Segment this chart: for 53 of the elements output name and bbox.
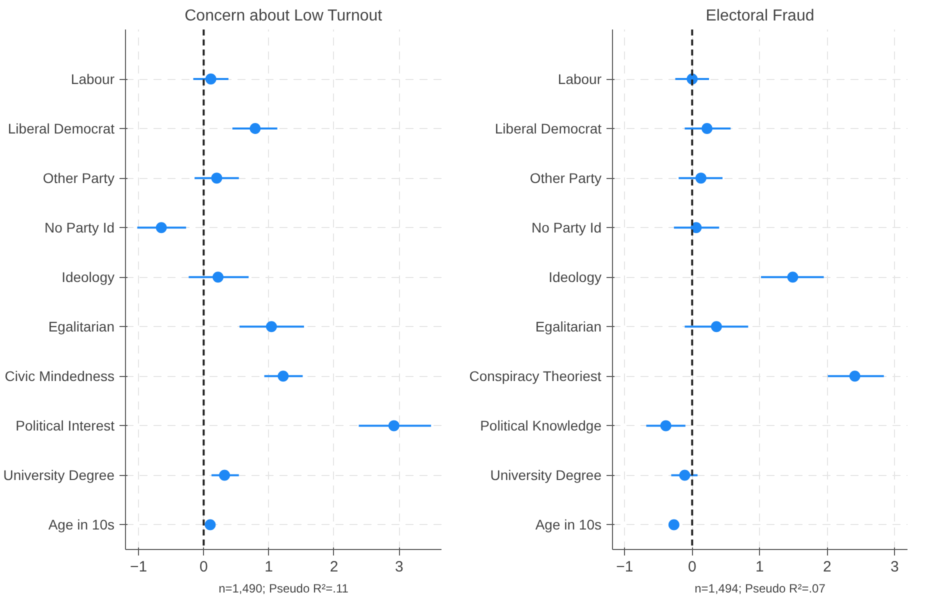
point bbox=[250, 123, 261, 134]
x-tick-label: 3 bbox=[890, 558, 899, 576]
point bbox=[695, 172, 706, 184]
point bbox=[690, 222, 702, 234]
point bbox=[212, 272, 224, 283]
point bbox=[211, 172, 222, 184]
x-tick-label: 2 bbox=[330, 558, 338, 576]
text: n=1,490; Pseudo R²=.11 bbox=[218, 582, 349, 596]
point bbox=[204, 519, 216, 530]
y-tick-label: Ideology bbox=[548, 269, 602, 286]
x-tick-label: 3 bbox=[394, 558, 404, 576]
y-tick-label: Other Party bbox=[42, 170, 115, 186]
y-tick-label: Labour bbox=[558, 71, 602, 88]
chart-title: Concern about Low Turnout bbox=[184, 8, 383, 24]
point bbox=[660, 420, 672, 432]
y-tick-label: Ideology bbox=[62, 269, 115, 286]
point bbox=[219, 470, 230, 481]
y-tick-label: Liberal Democrat bbox=[494, 120, 602, 137]
y-tick-label: Political Knowledge bbox=[480, 418, 602, 434]
point bbox=[205, 74, 216, 85]
y-tick-label: Civic Mindedness bbox=[4, 368, 115, 384]
y-tick-label: University Degree bbox=[490, 467, 602, 484]
y-tick-label: No Party Id bbox=[531, 220, 602, 236]
x-tick-label: 1 bbox=[264, 558, 274, 576]
point bbox=[702, 123, 713, 134]
point bbox=[156, 222, 167, 234]
chart-title: Electoral Fraud bbox=[706, 8, 814, 24]
x-tick-label: 0 bbox=[688, 558, 696, 576]
point bbox=[849, 370, 860, 382]
y-tick-label: Age in 10s bbox=[535, 516, 602, 533]
text: n=1,494; Pseudo R²=.07 bbox=[694, 582, 826, 596]
y-tick-label: Political Interest bbox=[16, 418, 115, 434]
point bbox=[710, 321, 722, 332]
x-tick-label: 2 bbox=[822, 558, 832, 576]
y-tick-label: Other Party bbox=[530, 170, 602, 186]
x-tick-label: 0 bbox=[200, 558, 208, 576]
point bbox=[278, 370, 289, 382]
y-tick-label: Egalitarian bbox=[48, 318, 115, 335]
y-tick-label: No Party Id bbox=[44, 220, 115, 236]
x-tick-label: −1 bbox=[130, 558, 148, 576]
x-tick-label: −1 bbox=[616, 558, 634, 576]
y-tick-label: Egalitarian bbox=[535, 318, 602, 335]
y-tick-label: Age in 10s bbox=[48, 516, 115, 533]
y-tick-label: Conspiracy Theoriest bbox=[469, 368, 602, 384]
point bbox=[668, 519, 680, 530]
y-tick-label: Labour bbox=[70, 71, 115, 88]
point bbox=[787, 272, 798, 283]
x-tick-label: 1 bbox=[755, 558, 764, 576]
point bbox=[679, 470, 690, 481]
y-tick-label: University Degree bbox=[3, 467, 115, 484]
y-tick-label: Liberal Democrat bbox=[8, 120, 115, 137]
point bbox=[266, 321, 277, 332]
point bbox=[388, 420, 400, 432]
